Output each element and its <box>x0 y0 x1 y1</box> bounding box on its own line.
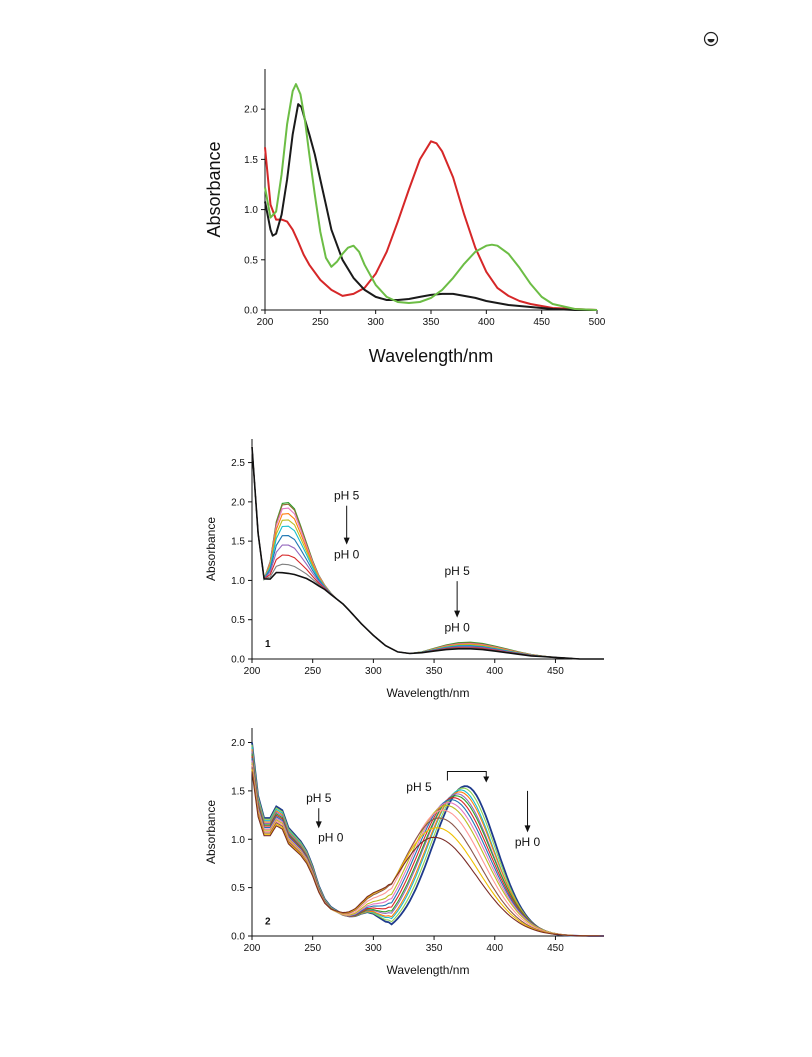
annotation-start-label: pH 5 <box>306 791 332 805</box>
y-axis-label: Absorbance <box>204 141 224 237</box>
titration-curve-4 <box>251 749 604 937</box>
x-tick-label: 250 <box>312 317 329 328</box>
titration-curve-3 <box>251 446 604 660</box>
y-tick-label: 0.5 <box>231 615 245 626</box>
y-tick-label: 1.0 <box>244 205 258 216</box>
y-tick-label: 0.0 <box>231 932 245 943</box>
x-tick-label: 300 <box>367 317 384 328</box>
annotation-end-label: pH 0 <box>444 621 470 635</box>
y-axis-label: Absorbance <box>204 800 218 864</box>
x-tick-label: 400 <box>486 666 503 677</box>
chart-panel-1-ph-titration: 200 250 300 350 400 450 0.0 0.5 1.0 1.5 2.0 2.5 Wave… <box>204 439 604 700</box>
x-tick-label: 450 <box>547 943 564 954</box>
titration-curve-11 <box>251 446 604 660</box>
titration-curve-10 <box>251 446 604 660</box>
y-tick-label: 0.5 <box>244 255 258 266</box>
x-tick-label: 450 <box>533 317 550 328</box>
titration-curve-14 <box>251 771 604 937</box>
spectrum-line-1 <box>264 140 598 311</box>
annotation-start-label: pH 5 <box>444 564 470 578</box>
panel-label: 2 <box>265 916 271 927</box>
x-tick-label: 300 <box>365 943 382 954</box>
annotation-end-label: pH 0 <box>334 548 360 562</box>
x-tick-label: 250 <box>304 943 321 954</box>
x-tick-label: 300 <box>365 666 382 677</box>
y-tick-label: 1.5 <box>231 537 245 548</box>
chart-absorbance-spectra: 200 250 300 350 400 450 500 0.0 0.5 1.0 1.5 2.0 Wave… <box>204 69 606 366</box>
x-tick-label: 200 <box>244 666 261 677</box>
titration-curve-5 <box>251 446 604 660</box>
titration-curve-9 <box>251 446 604 660</box>
annotation-end-label: pH 0 <box>515 835 541 849</box>
y-tick-label: 1.0 <box>231 835 245 846</box>
annotation-arrow-2-head <box>454 610 461 618</box>
y-tick-label: 2.0 <box>244 105 258 116</box>
shift-bracket <box>446 771 487 781</box>
x-tick-label: 200 <box>244 943 261 954</box>
y-tick-label: 1.5 <box>231 786 245 797</box>
y-tick-label: 2.5 <box>231 458 245 469</box>
annotation-arrow-1-head <box>315 821 322 829</box>
y-axis-label: Absorbance <box>204 517 218 581</box>
panel-label: 1 <box>265 639 271 650</box>
titration-curve-4 <box>251 446 604 660</box>
x-tick-label: 500 <box>589 317 606 328</box>
titration-curve-2 <box>251 446 604 660</box>
x-tick-label: 250 <box>304 666 321 677</box>
annotation-end-label: pH 0 <box>318 830 344 844</box>
y-tick-label: 2.0 <box>231 738 245 749</box>
y-tick-label: 0.0 <box>244 306 258 317</box>
shift-bracket-arrowhead <box>483 776 490 783</box>
chart-panel-2-ph-titration: 200 250 300 350 400 450 0.0 0.5 1.0 1.5 2.0 Wavelen… <box>204 728 604 977</box>
spectrum-line-3 <box>264 83 598 311</box>
titration-curve-7 <box>251 446 604 660</box>
x-tick-label: 200 <box>257 317 274 328</box>
spectrum-line-2 <box>264 103 597 311</box>
titration-curve-1 <box>251 446 604 660</box>
x-tick-label: 400 <box>478 317 495 328</box>
y-tick-label: 0.0 <box>231 655 245 666</box>
annotation-arrow-1-head <box>343 537 350 545</box>
circled-dot-icon <box>703 31 719 47</box>
titration-curve-6 <box>251 446 604 660</box>
x-tick-label: 400 <box>486 943 503 954</box>
y-tick-label: 2.0 <box>231 497 245 508</box>
x-tick-label: 350 <box>423 317 440 328</box>
x-tick-label: 350 <box>426 666 443 677</box>
y-tick-label: 1.5 <box>244 155 258 166</box>
x-axis-label: Wavelength/nm <box>387 963 470 977</box>
titration-curve-2 <box>251 744 604 937</box>
annotation-start-label: pH 5 <box>406 780 432 794</box>
annotation-start-label: pH 5 <box>334 489 360 503</box>
titration-curve-8 <box>251 446 604 660</box>
x-axis-label: Wavelength/nm <box>369 346 493 366</box>
annotation-arrow-2-head <box>524 825 531 833</box>
titration-curve-1 <box>251 742 604 937</box>
x-tick-label: 350 <box>426 943 443 954</box>
x-axis-label: Wavelength/nm <box>387 686 470 700</box>
y-tick-label: 1.0 <box>231 576 245 587</box>
y-tick-label: 0.5 <box>231 883 245 894</box>
x-tick-label: 450 <box>547 666 564 677</box>
